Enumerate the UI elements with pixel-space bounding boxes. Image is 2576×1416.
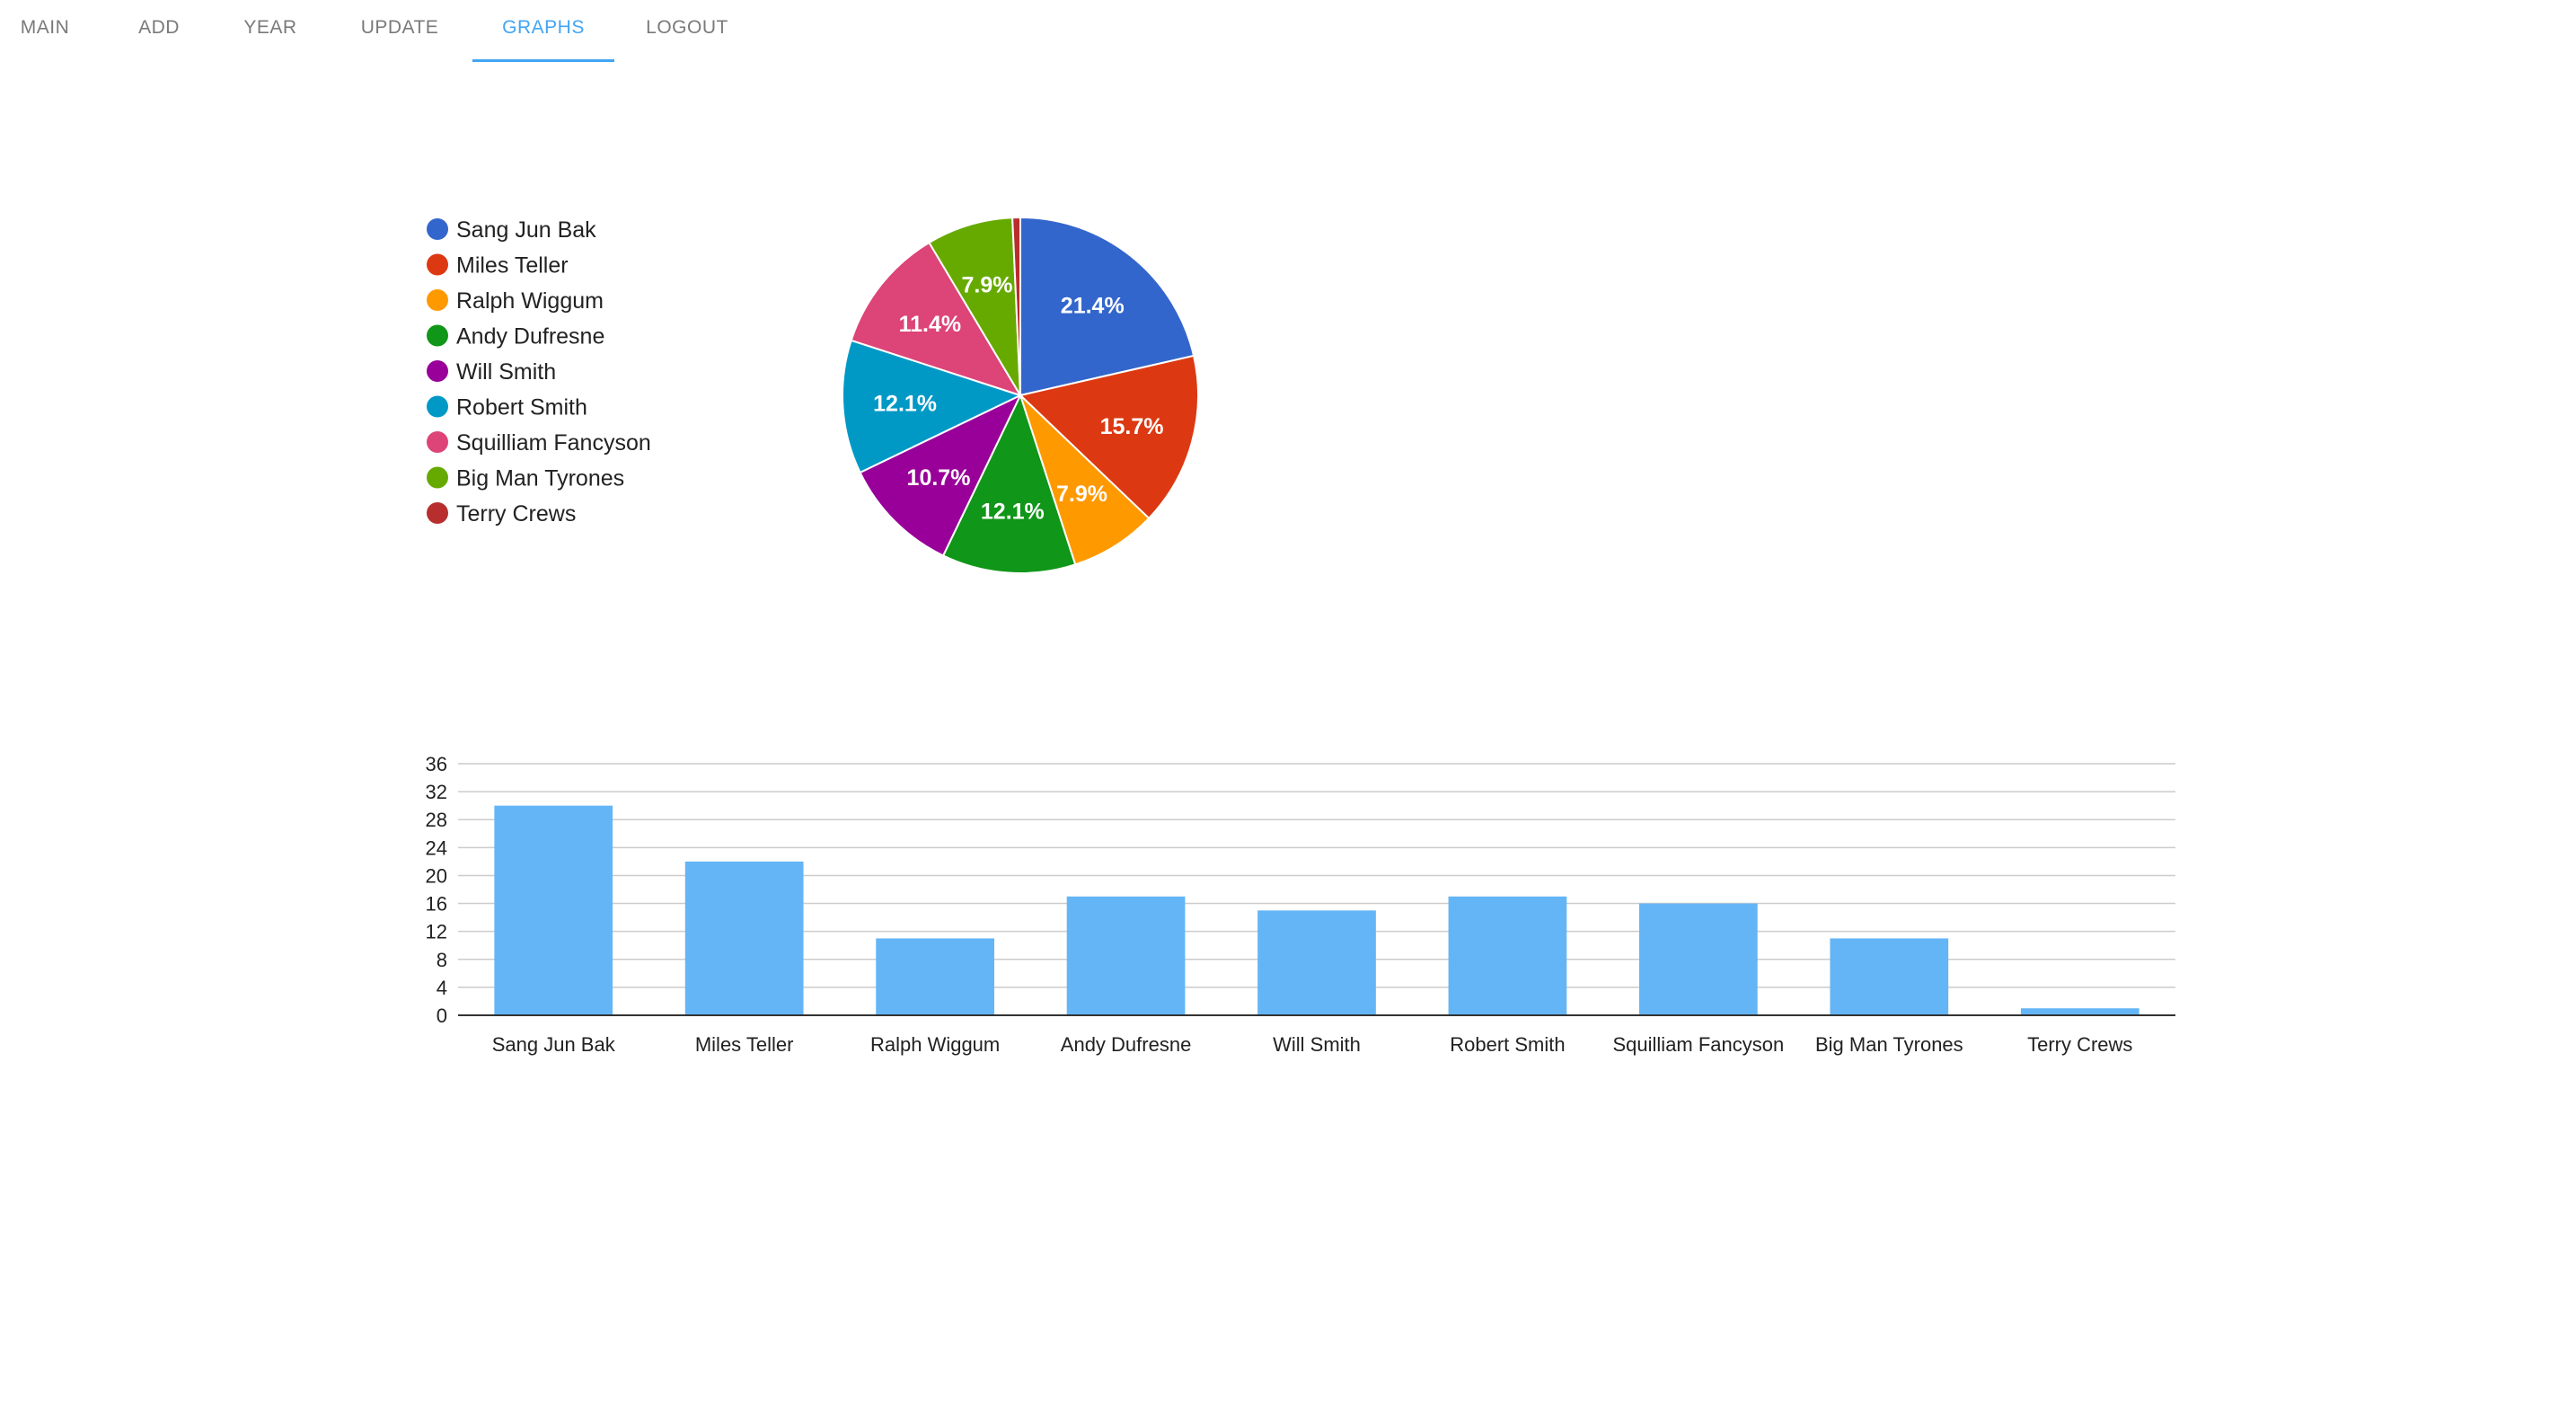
pie-percent-label: 11.4% [899, 312, 962, 337]
pie-legend: Sang Jun Bak Miles Teller Ralph Wiggum Andy… [427, 217, 651, 527]
pie-slice [941, 393, 1077, 574]
y-tick-label: 36 [426, 753, 447, 775]
y-tick-label: 24 [426, 836, 447, 859]
x-tick-label: Sang Jun Bak [492, 1033, 616, 1056]
tab-logout[interactable]: LOGOUT [646, 17, 728, 38]
pie-percent-label: 12.1% [981, 499, 1045, 524]
legend-marker [427, 324, 448, 347]
bar [684, 861, 804, 1015]
x-tick-label: Ralph Wiggum [870, 1033, 1000, 1056]
pie-slice [1019, 394, 1151, 566]
legend-marker [427, 218, 448, 240]
tab-graphs[interactable]: GRAPHS [472, 0, 614, 62]
bar-chart: 0 4 8 12 16 20 24 28 32 36 Sang Jun Bak Miles Telle… [426, 753, 2175, 1056]
y-tick-label: 0 [437, 1004, 447, 1027]
x-tick-label: Big Man Tyrones [1815, 1033, 1963, 1056]
bar [1066, 896, 1186, 1015]
pie-slices: 21.4% 15.7% 7.9% 12.1% 10.7% 12.1% 11.4% 7.9% [842, 216, 1199, 574]
legend-entry: Will Smith [456, 359, 556, 385]
legend-marker [427, 431, 448, 453]
tab-main[interactable]: MAIN [20, 17, 70, 38]
x-tick-label: Squilliam Fancyson [1613, 1033, 1785, 1056]
legend-entry: Robert Smith [456, 395, 587, 420]
legend-entry: Andy Dufresne [456, 324, 604, 350]
legend-marker [427, 289, 448, 311]
legend-entry: Ralph Wiggum [456, 288, 604, 314]
bar [1830, 938, 1949, 1015]
y-tick-label: 4 [437, 977, 447, 999]
y-tick-label: 16 [426, 893, 447, 916]
y-tick-label: 32 [426, 781, 447, 803]
legend-marker [427, 466, 448, 489]
legend-entry: Sang Jun Bak [456, 217, 596, 243]
bar [1448, 896, 1567, 1015]
pie-slice [928, 217, 1021, 396]
pie-slice [1011, 216, 1021, 396]
pie-percent-label: 12.1% [873, 392, 937, 417]
legend-marker [427, 502, 448, 524]
bar [2020, 1008, 2139, 1015]
bar [494, 805, 613, 1015]
legend-marker [427, 253, 448, 276]
tab-update[interactable]: UPDATE [360, 17, 439, 38]
pie-percent-label: 15.7% [1100, 414, 1164, 439]
legend-marker [427, 360, 448, 382]
legend-entry: Miles Teller [456, 253, 569, 279]
bar [876, 938, 994, 1015]
pie-percent-label: 7.9% [961, 273, 1012, 298]
x-tick-label: Robert Smith [1450, 1033, 1565, 1056]
tab-year[interactable]: YEAR [243, 17, 297, 38]
x-tick-label: Will Smith [1273, 1033, 1361, 1056]
pie-slice [1019, 216, 1195, 397]
y-tick-label: 28 [426, 809, 447, 831]
pie-chart: Sang Jun Bak Miles Teller Ralph Wiggum Andy… [427, 216, 1199, 574]
pie-percent-label: 10.7% [907, 465, 971, 491]
pie-percent-label: 21.4% [1061, 293, 1125, 318]
y-tick-label: 12 [426, 921, 447, 943]
pie-slice [859, 393, 1023, 557]
y-tick-label: 20 [426, 864, 447, 887]
legend-entry: Terry Crews [456, 501, 576, 527]
pie-percent-label: 7.9% [1056, 482, 1107, 507]
pie-slice [850, 241, 1023, 397]
legend-entry: Big Man Tyrones [456, 466, 624, 491]
y-tick-label: 8 [437, 949, 447, 971]
x-tick-label: Miles Teller [695, 1033, 794, 1056]
legend-entry: Squilliam Fancyson [456, 430, 651, 456]
bar-series: Sang Jun Bak Miles Teller Ralph Wiggum Andy… [492, 805, 2139, 1056]
legend-marker [427, 395, 448, 418]
pie-slice [842, 339, 1023, 474]
pie-slice [1018, 354, 1199, 520]
tab-add[interactable]: ADD [138, 17, 180, 38]
x-tick-label: Terry Crews [2027, 1033, 2132, 1056]
bar [1639, 903, 1758, 1015]
x-tick-label: Andy Dufresne [1061, 1033, 1192, 1056]
bar [1257, 910, 1376, 1015]
